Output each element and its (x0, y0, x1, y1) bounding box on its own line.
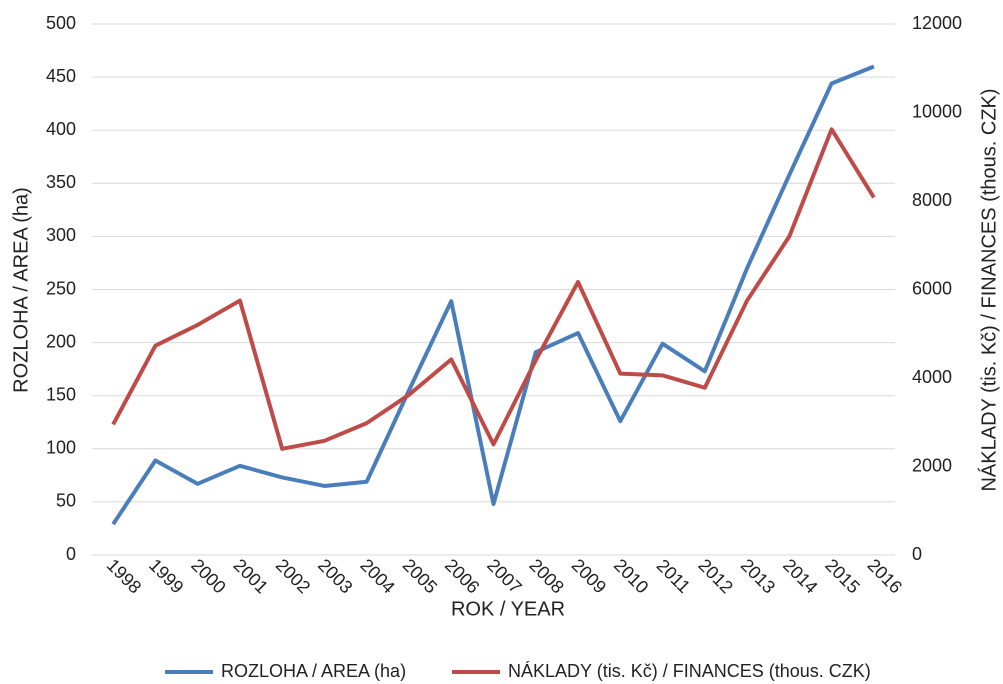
x-tick-label: 2014 (779, 555, 821, 597)
x-tick-label: 2004 (356, 555, 398, 597)
y-tick-label: 100 (46, 438, 76, 458)
y2-tick-label: 12000 (912, 13, 962, 33)
x-tick-label: 2002 (272, 555, 314, 597)
x-tick-label: 2015 (821, 555, 863, 597)
x-tick-label: 2011 (653, 555, 695, 597)
legend-label: ROZLOHA / AREA (ha) (221, 661, 406, 681)
x-tick-label: 2003 (314, 555, 356, 597)
y-tick-label: 400 (46, 119, 76, 139)
y2-tick-label: 4000 (912, 367, 952, 387)
line-series (111, 127, 876, 451)
x-tick-label: 1999 (145, 555, 187, 597)
y2-tick-label: 6000 (912, 278, 952, 298)
y-tick-label: 300 (46, 225, 76, 245)
x-tick-label: 2013 (737, 555, 779, 597)
x-tick-label: 2005 (399, 555, 441, 597)
x-tick-label: 2000 (187, 555, 229, 597)
y-tick-label: 250 (46, 278, 76, 298)
x-tick-label: 2007 (483, 555, 525, 597)
legend-label: NÁKLADY (tis. Kč) / FINANCES (thous. CZK… (508, 661, 871, 681)
y-tick-label: 50 (56, 491, 76, 511)
y2-tick-label: 0 (912, 544, 922, 564)
y-tick-label: 500 (46, 13, 76, 33)
y2-tick-label: 2000 (912, 455, 952, 475)
y-tick-label: 350 (46, 172, 76, 192)
x-axis-title: ROK / YEAR (451, 598, 565, 620)
x-tick-label: 2001 (230, 555, 272, 597)
y2-tick-label: 10000 (912, 101, 962, 121)
y-tick-label: 150 (46, 384, 76, 404)
y-tick-label: 450 (46, 66, 76, 86)
x-tick-label: 2006 (441, 555, 483, 597)
x-tick-label: 2016 (864, 555, 906, 597)
y2-tick-label: 8000 (912, 190, 952, 210)
x-tick-label: 1998 (103, 555, 145, 597)
y-tick-label: 0 (66, 544, 76, 564)
x-tick-label: 2010 (610, 555, 652, 597)
y-axis-title: ROZLOHA / AREA (ha) (10, 187, 32, 393)
x-tick-label: 2008 (525, 555, 567, 597)
x-tick-label: 2012 (694, 555, 736, 597)
y-tick-label: 200 (46, 331, 76, 351)
y2-axis-title: NÁKLADY (tis. Kč) / FINANCES (thous. CZK… (977, 88, 1000, 491)
line-series (111, 64, 875, 526)
x-tick-label: 2009 (568, 555, 610, 597)
